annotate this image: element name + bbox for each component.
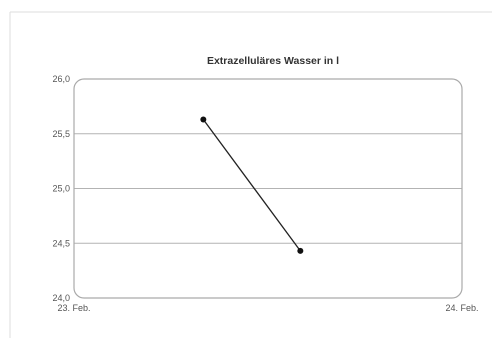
y-tick-label: 24,5 [52,238,70,248]
x-tick-label: 23. Feb. [57,303,90,313]
series-layer [200,116,304,254]
series-line [202,119,301,252]
y-axis-ticks: 24,0 24,5 25,0 25,5 26,0 [52,74,70,303]
y-tick-label: 26,0 [52,74,70,84]
x-axis-ticks: 23. Feb. 24. Feb. [57,303,478,313]
y-tick-label: 25,0 [52,184,70,194]
chart-title: Extrazelluläres Wasser in l [207,55,339,67]
y-tick-label: 25,5 [52,129,70,139]
x-tick-label: 24. Feb. [445,303,478,313]
grid-lines [74,133,462,244]
data-point [200,116,207,123]
y-tick-label: 24,0 [52,293,70,303]
plot-frame [73,78,463,299]
data-point [297,247,304,254]
